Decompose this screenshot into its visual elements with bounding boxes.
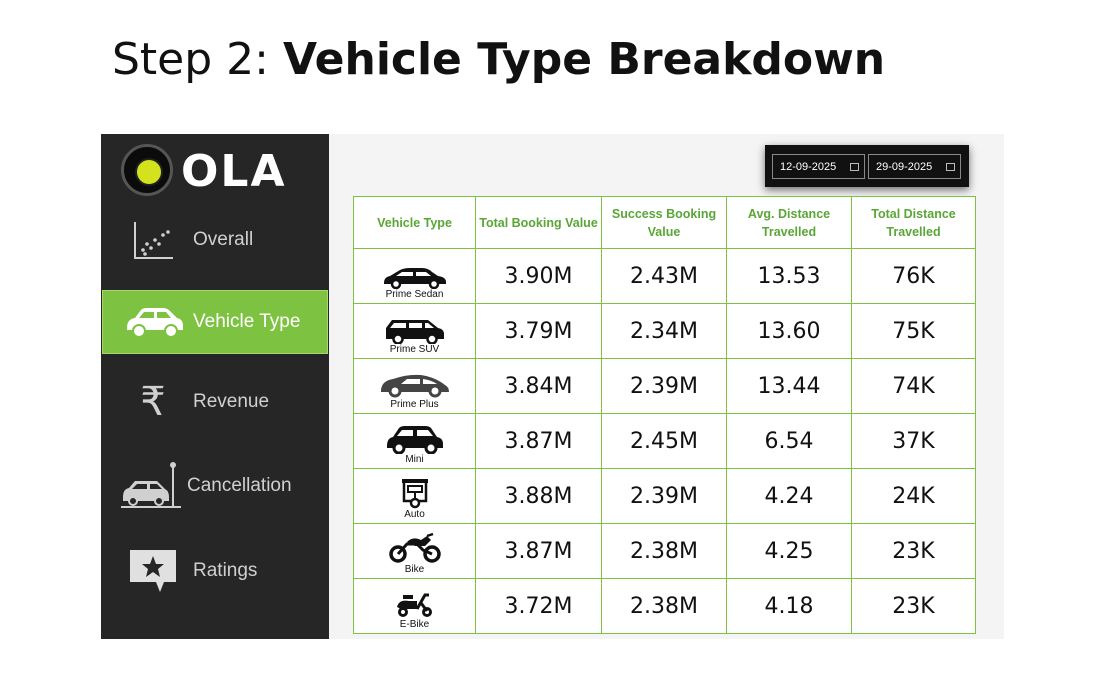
column-header: Total Booking Value	[475, 196, 602, 249]
avg-distance-cell: 13.53	[726, 248, 852, 304]
vehicle-label: Auto	[404, 509, 425, 520]
end-date-input[interactable]: 29-09-2025	[868, 154, 961, 179]
vehicle-cell: Auto	[353, 468, 476, 524]
table-row: E-Bike 3.72M 2.38M 4.18 23K	[353, 578, 976, 634]
logo-text: OLA	[181, 146, 287, 197]
table-header-row: Vehicle Type Total Booking Value Success…	[353, 196, 976, 249]
table-row: Auto 3.88M 2.39M 4.24 24K	[353, 468, 976, 524]
step-title: Vehicle Type Breakdown	[283, 34, 886, 85]
total-distance-cell: 23K	[851, 578, 976, 634]
date-range-filter: 12-09-2025 29-09-2025	[765, 145, 969, 187]
star-chat-icon	[121, 547, 185, 595]
rupee-icon: ₹	[140, 379, 166, 425]
sidebar-item-overall[interactable]: Overall	[101, 208, 329, 272]
vehicle-cell: Prime Sedan	[353, 248, 476, 304]
avg-distance-cell: 6.54	[726, 413, 852, 469]
total-distance-cell: 24K	[851, 468, 976, 524]
column-header: Vehicle Type	[353, 196, 476, 249]
sidebar-item-label: Ratings	[193, 560, 258, 581]
success-booking-cell: 2.38M	[601, 578, 727, 634]
success-booking-cell: 2.39M	[601, 358, 727, 414]
suv-icon	[385, 320, 444, 344]
avg-distance-cell: 4.18	[726, 578, 852, 634]
total-booking-cell: 3.84M	[475, 358, 602, 414]
table-row: Bike 3.87M 2.38M 4.25 23K	[353, 523, 976, 579]
success-booking-cell: 2.45M	[601, 413, 727, 469]
car-crash-icon	[119, 462, 183, 510]
motorbike-icon	[388, 532, 441, 563]
total-booking-cell: 3.79M	[475, 303, 602, 359]
vehicle-cell: Mini	[353, 413, 476, 469]
vehicle-label: Prime Sedan	[385, 289, 444, 300]
total-distance-cell: 23K	[851, 523, 976, 579]
sidebar-item-label: Cancellation	[187, 475, 292, 496]
success-booking-cell: 2.43M	[601, 248, 727, 304]
total-distance-cell: 76K	[851, 248, 976, 304]
scooter-icon	[396, 593, 432, 617]
auto-rickshaw-icon	[401, 479, 428, 509]
sidebar: OLA Overall Vehicle Type ₹ Revenue Cance…	[101, 134, 329, 639]
calendar-icon[interactable]	[850, 163, 859, 171]
start-date-value: 12-09-2025	[780, 161, 837, 173]
column-header: Success Booking Value	[601, 196, 727, 249]
vehicle-label: E-Bike	[399, 619, 430, 630]
sidebar-item-label: Overall	[193, 229, 254, 250]
calendar-icon[interactable]	[946, 163, 955, 171]
total-booking-cell: 3.87M	[475, 523, 602, 579]
column-header: Avg. Distance Travelled	[726, 196, 852, 249]
dashboard: OLA Overall Vehicle Type ₹ Revenue Cance…	[101, 134, 1004, 639]
table-row: Prime SUV 3.79M 2.34M 13.60 75K	[353, 303, 976, 359]
vehicle-cell: E-Bike	[353, 578, 476, 634]
mini-car-icon	[386, 426, 443, 454]
sidebar-item-label: Revenue	[193, 391, 270, 412]
vehicle-cell: Bike	[353, 523, 476, 579]
avg-distance-cell: 13.60	[726, 303, 852, 359]
total-booking-cell: 3.90M	[475, 248, 602, 304]
sidebar-item-ratings[interactable]: Ratings	[101, 539, 329, 603]
success-booking-cell: 2.39M	[601, 468, 727, 524]
car-icon	[121, 298, 185, 346]
table-row: Prime Plus 3.84M 2.39M 13.44 74K	[353, 358, 976, 414]
total-booking-cell: 3.72M	[475, 578, 602, 634]
total-booking-cell: 3.87M	[475, 413, 602, 469]
vehicle-label: Prime SUV	[389, 344, 440, 355]
column-header: Total Distance Travelled	[851, 196, 976, 249]
vehicle-label: Bike	[404, 564, 425, 575]
avg-distance-cell: 4.25	[726, 523, 852, 579]
vehicle-cell: Prime Plus	[353, 358, 476, 414]
vehicle-cell: Prime SUV	[353, 303, 476, 359]
sidebar-item-revenue[interactable]: ₹ Revenue	[101, 370, 329, 434]
total-distance-cell: 75K	[851, 303, 976, 359]
total-distance-cell: 37K	[851, 413, 976, 469]
table-row: Prime Sedan 3.90M 2.43M 13.53 76K	[353, 248, 976, 304]
avg-distance-cell: 4.24	[726, 468, 852, 524]
sidebar-item-cancellation[interactable]: Cancellation	[101, 454, 329, 518]
success-booking-cell: 2.34M	[601, 303, 727, 359]
avg-distance-cell: 13.44	[726, 358, 852, 414]
scatter-chart-icon	[121, 216, 185, 264]
vehicle-type-table: Vehicle Type Total Booking Value Success…	[353, 196, 976, 634]
success-booking-cell: 2.38M	[601, 523, 727, 579]
hatchback-icon	[380, 374, 449, 398]
table-row: Mini 3.87M 2.45M 6.54 37K	[353, 413, 976, 469]
sidebar-item-label: Vehicle Type	[193, 311, 301, 332]
ola-logo: OLA	[121, 144, 311, 200]
vehicle-label: Mini	[405, 454, 424, 465]
sedan-icon	[383, 268, 446, 289]
slide-title: Step 2: Vehicle Type Breakdown	[112, 34, 885, 85]
sidebar-item-vehicle-type[interactable]: Vehicle Type	[102, 290, 328, 354]
step-label: Step 2:	[112, 34, 269, 85]
start-date-input[interactable]: 12-09-2025	[772, 154, 865, 179]
end-date-value: 29-09-2025	[876, 161, 933, 173]
total-distance-cell: 74K	[851, 358, 976, 414]
total-booking-cell: 3.88M	[475, 468, 602, 524]
ola-logo-icon	[121, 144, 173, 196]
vehicle-label: Prime Plus	[390, 399, 439, 410]
